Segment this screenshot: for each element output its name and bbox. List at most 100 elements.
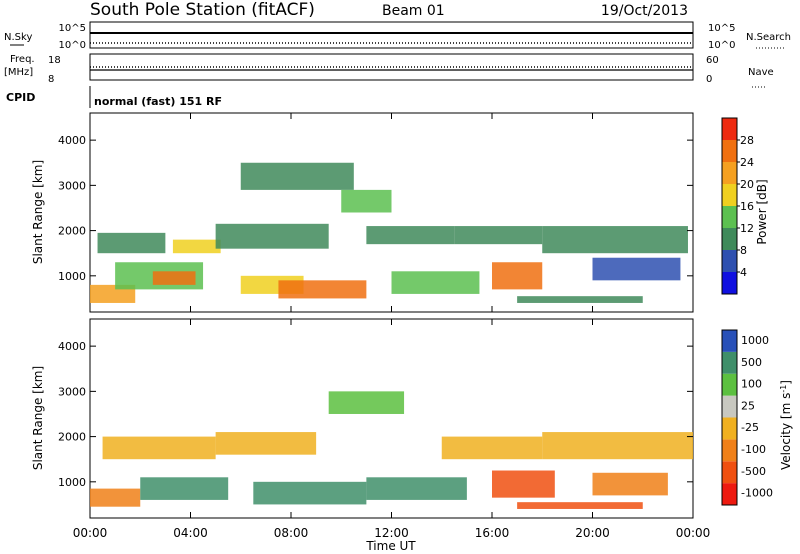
- power-cells: [90, 162, 688, 303]
- cpid-value: normal (fast) 151 RF: [94, 95, 222, 108]
- colorbar-swatch: [722, 206, 737, 228]
- beam-label: Beam 01: [382, 3, 445, 19]
- velocity-colorbar: 1000 500 100 25 -25 -100 -500 -1000: [721, 329, 773, 506]
- velocity-region: [517, 502, 643, 509]
- power-region: [366, 226, 455, 245]
- power-region: [152, 271, 196, 285]
- power-region: [240, 162, 354, 190]
- colorbar-swatch: [722, 461, 737, 484]
- colorbar-tick-label: 24: [740, 156, 754, 169]
- power-region: [592, 257, 681, 281]
- colorbar-swatch: [722, 417, 737, 440]
- colorbar-swatch: [722, 250, 737, 272]
- colorbar-tick-label: 25: [741, 399, 755, 412]
- power-panel: 1000 2000 3000 4000 Slant Range [km] 4 8 12 16…: [31, 112, 769, 313]
- colorbar-tick-label: 4: [740, 266, 747, 279]
- nsearch-label: N.Search: [746, 32, 791, 43]
- velocity-region: [102, 436, 216, 460]
- colorbar-swatch: [722, 439, 737, 462]
- colorbar-swatch: [722, 118, 737, 140]
- power-region: [90, 284, 136, 303]
- colorbar-tick-label: -100: [741, 443, 766, 456]
- velocity-region: [253, 481, 367, 505]
- colorbar-swatch: [722, 351, 737, 374]
- velocity-colorbar-label: Velocity [m s-1]: [779, 380, 794, 470]
- colorbar-swatch: [722, 272, 737, 294]
- velocity-colorbar-label-end: ]: [779, 380, 793, 385]
- noise-panel: N.Sky 10^5 10^0 10^5 10^0 N.Search: [4, 21, 791, 51]
- station-title: South Pole Station (fitACF): [90, 0, 315, 20]
- y-tick-label: 1000: [58, 270, 86, 283]
- nsky-label: N.Sky: [4, 32, 32, 43]
- power-region: [454, 226, 543, 245]
- velocity-region: [492, 470, 555, 498]
- colorbar-swatch: [722, 330, 737, 352]
- power-region: [542, 226, 688, 254]
- power-region: [278, 280, 367, 299]
- colorbar-tick-label: 28: [740, 134, 754, 147]
- colorbar-tick-label: 1000: [741, 334, 769, 347]
- nave-label: Nave: [748, 67, 774, 78]
- power-colorbar-label: Power [dB]: [755, 179, 769, 244]
- colorbar-tick-label: -500: [741, 465, 766, 478]
- y-tick-label: 3000: [58, 385, 86, 398]
- colorbar-tick-label: 12: [740, 222, 754, 235]
- velocity-yticks: 1000 2000 3000 4000: [58, 319, 694, 518]
- power-colorbar: 4 8 12 16 20 24 28: [721, 117, 754, 295]
- y-tick-label: 3000: [58, 179, 86, 192]
- velocity-region: [542, 432, 693, 460]
- colorbar-swatch: [722, 140, 737, 162]
- velocity-region: [441, 436, 543, 460]
- y-tick-label: 2000: [58, 431, 86, 444]
- colorbar-swatch: [722, 184, 737, 206]
- velocity-colorbar-label-main: Velocity [m s: [779, 393, 793, 470]
- power-yticks: 1000 2000 3000 4000: [58, 113, 694, 312]
- x-tick-label: 20:00: [575, 526, 610, 540]
- x-tick-label: 00:00: [73, 526, 108, 540]
- nave-tick-top: 60: [706, 55, 719, 66]
- y-tick-label: 2000: [58, 225, 86, 238]
- power-region: [341, 189, 392, 213]
- nave-tick-bottom: 0: [706, 74, 712, 85]
- y-tick-label: 4000: [58, 340, 86, 353]
- velocity-cells: [90, 391, 693, 509]
- x-tick-label: 00:00: [676, 526, 711, 540]
- x-tick-label: 04:00: [173, 526, 208, 540]
- colorbar-frame: [721, 329, 738, 506]
- x-tick-label: 12:00: [374, 526, 409, 540]
- colorbar-tick-label: -25: [741, 421, 759, 434]
- power-region: [97, 232, 166, 254]
- colorbar-tick-label: 500: [741, 356, 762, 369]
- freq-unit: [MHz]: [4, 67, 33, 78]
- power-region: [391, 271, 480, 294]
- power-region: [517, 296, 643, 303]
- velocity-colorbar-label-sup: -1: [779, 385, 788, 393]
- velocity-ylabel: Slant Range [km]: [31, 366, 45, 470]
- noise-tick-right-top: 10^5: [708, 23, 735, 34]
- y-tick-label: 4000: [58, 134, 86, 147]
- time-axis-label: Time UT: [365, 539, 416, 553]
- velocity-region: [215, 432, 317, 455]
- noise-tick-left-top: 10^5: [59, 23, 86, 34]
- colorbar-tick-label: 16: [740, 200, 754, 213]
- velocity-region: [328, 391, 405, 414]
- freq-label: Freq.: [10, 54, 35, 65]
- colorbar-swatch: [722, 483, 737, 505]
- colorbar-tick-label: -1000: [741, 487, 773, 500]
- time-axis: 00:00 04:00 08:00 12:00 16:00 20:00 00:00: [73, 526, 711, 540]
- freq-tick-bottom: 8: [48, 74, 54, 85]
- colorbar-swatch: [722, 228, 737, 250]
- power-ylabel: Slant Range [km]: [31, 160, 45, 264]
- colorbar-swatch: [722, 373, 737, 396]
- freq-panel: Freq. [MHz] 18 8 60 0 Nave: [4, 53, 774, 88]
- freq-tick-top: 18: [48, 55, 61, 66]
- date-label: 19/Oct/2013: [601, 3, 688, 19]
- velocity-region: [592, 472, 668, 496]
- noise-tick-right-bottom: 10^0: [708, 40, 735, 51]
- colorbar-swatch: [722, 162, 737, 184]
- velocity-region: [366, 477, 467, 500]
- noise-panel-frame: [89, 21, 694, 49]
- colorbar-tick-label: 20: [740, 178, 754, 191]
- x-tick-label: 16:00: [475, 526, 510, 540]
